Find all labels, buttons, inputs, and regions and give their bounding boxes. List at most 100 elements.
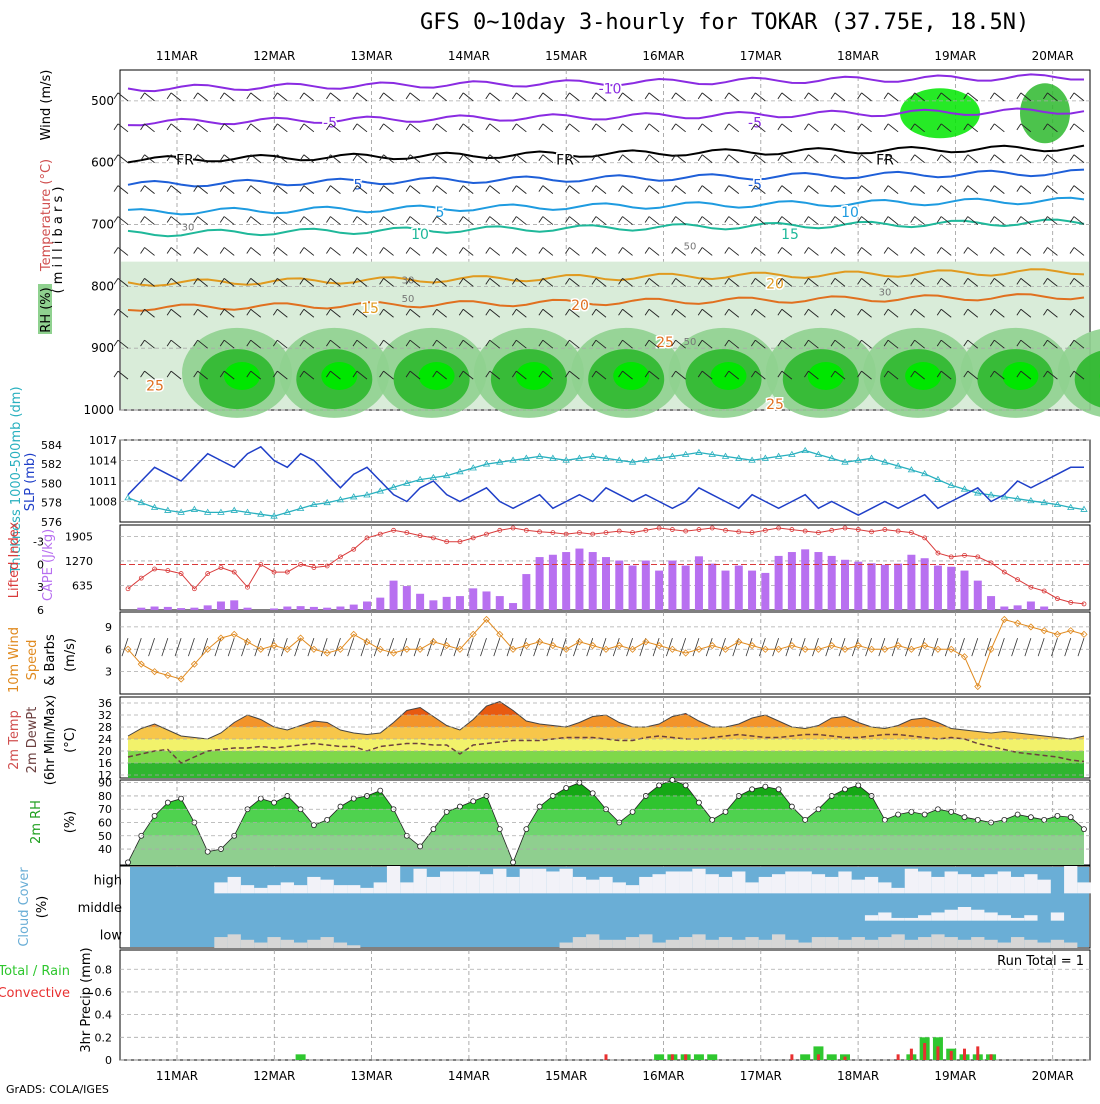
isotherm-label: 20 [571, 298, 589, 314]
rh-point [896, 812, 901, 817]
wind-barb-flag [300, 93, 304, 99]
cloud-high-bar [254, 888, 267, 893]
wind-barb-flag [406, 186, 410, 192]
wind-barb [145, 247, 155, 255]
wind-barb-flag [964, 186, 968, 192]
wind-barb [330, 247, 340, 255]
wind-barb-flag [619, 217, 623, 223]
isotherm-label: -5 [748, 177, 762, 193]
cloud-high-bar [1024, 874, 1037, 893]
precip-tick-label: 0 [105, 1054, 112, 1067]
wind-barb [808, 186, 818, 194]
wind-barb [277, 186, 287, 194]
wind-barb [277, 93, 287, 101]
wind-barb [357, 124, 367, 132]
wind-barb-flag [114, 93, 118, 99]
wind-barb-flag [220, 247, 224, 253]
wind-barb [543, 155, 553, 163]
wind-barb [330, 186, 340, 194]
rh-point [750, 787, 755, 792]
cloud-high-bar [865, 877, 878, 893]
wind-barb [251, 186, 261, 194]
wind-barb-flag [990, 155, 994, 161]
wind-barb [968, 155, 978, 163]
cloud-middle-bar [1051, 912, 1064, 920]
wind-barb [228, 638, 234, 656]
wind-barb [808, 217, 818, 225]
wind-barb-flag [592, 124, 596, 130]
wind-barb-flag [486, 186, 490, 192]
cloud-low-bar [905, 940, 918, 948]
rh-tick-label: 80 [98, 790, 112, 803]
wind-barb-flag [114, 155, 118, 161]
wind-barb-flag [539, 155, 543, 161]
precip-convective-bar [990, 1054, 993, 1060]
wind-barb-flag [459, 124, 463, 130]
precip-tick-label: 0.8 [95, 963, 113, 976]
wind-barb-flag [1070, 124, 1074, 130]
cape-bar [868, 563, 876, 610]
date-bottom-label: 14MAR [448, 1069, 490, 1083]
cloud-middle-bar [945, 910, 958, 921]
cape-bar [416, 594, 424, 610]
wind-barb-flag [1070, 155, 1074, 161]
wind-barb-flag [380, 217, 384, 223]
wind-barb [1021, 186, 1031, 194]
wind-barb [968, 186, 978, 194]
wind-barb [569, 93, 579, 101]
cloud-low-bar [254, 943, 267, 948]
wind-barb-flag [380, 186, 384, 192]
cloud-low-bar [228, 934, 241, 948]
rh-point [630, 809, 635, 814]
wind-barb-flag [645, 186, 649, 192]
wind-barb [463, 124, 473, 132]
cloud-high-bar [413, 869, 426, 894]
rh-point [457, 804, 462, 809]
cloud-low-bar [772, 934, 785, 948]
wind-barb-flag [911, 217, 915, 223]
rh-blob-bright [419, 362, 455, 390]
wind-barb [251, 124, 261, 132]
wind-barb-flag [1070, 93, 1074, 99]
cape-bar [509, 603, 517, 610]
rh-contour-label: 30 [879, 288, 892, 299]
wind-barb [808, 93, 818, 101]
cloud-low-bar [745, 937, 758, 948]
wind-barb [994, 93, 1004, 101]
wind-barb [888, 186, 898, 194]
wind-barb-flag [353, 93, 357, 99]
cloud-high-bar [480, 874, 493, 893]
date-top-label: 20MAR [1032, 49, 1074, 63]
cape-bar [456, 596, 464, 610]
slp-tick-label: 1017 [89, 434, 117, 447]
wind-barb-flag [725, 93, 729, 99]
wind-barb [463, 186, 473, 194]
isotherm-label: 25 [766, 397, 784, 413]
wind-axis-label: Wind (m/s) [39, 70, 54, 141]
wind-barb-flag [220, 186, 224, 192]
rh-blob-bright [711, 362, 747, 390]
cloud-high-bar [812, 874, 825, 893]
li-axis-label: Lifted Index [7, 521, 22, 598]
cloud-low-bar [560, 943, 573, 948]
wind-barb-flag [433, 186, 437, 192]
wind-barb [994, 217, 1004, 225]
wind-barb-flag [645, 247, 649, 253]
wind-barb-flag [406, 247, 410, 253]
wind-barb [729, 186, 739, 194]
wind-barb [702, 186, 712, 194]
rh-band [120, 823, 1090, 836]
wind-barb-flag [751, 217, 755, 223]
wind-barb-flag [486, 93, 490, 99]
cloud-high-bar [825, 877, 838, 893]
wind-barb [171, 93, 181, 101]
wind-barb-flag [672, 186, 676, 192]
rh-point [856, 783, 861, 788]
cloud-level-label: middle [78, 901, 122, 916]
wind-barb-flag [114, 247, 118, 253]
wind-barb-flag [459, 186, 463, 192]
wind-barb-flag [619, 247, 623, 253]
cape-bar [629, 566, 637, 610]
precip-convective-bar [963, 1049, 966, 1060]
